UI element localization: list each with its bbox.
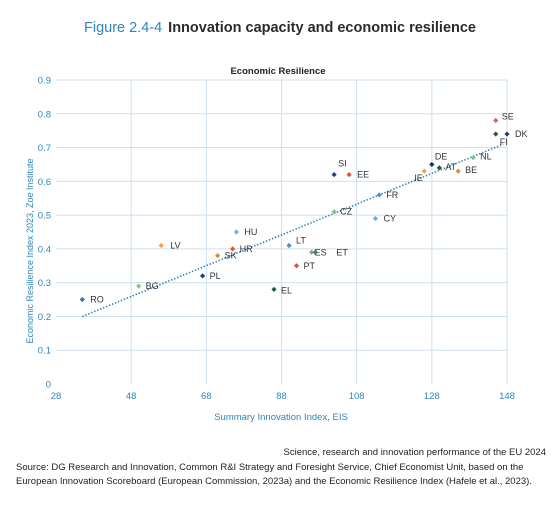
data-label-at: AT <box>445 162 456 172</box>
data-point-cy <box>372 215 379 222</box>
figure-number: Figure 2.4-4 <box>83 20 163 36</box>
data-label-pt: PT <box>304 261 316 271</box>
figure-title-text: Innovation capacity and economic resilie… <box>168 20 476 36</box>
x-tick-label: 108 <box>349 391 365 402</box>
data-label-hu: HU <box>244 227 257 237</box>
data-label-dk: DK <box>515 129 528 139</box>
trendline <box>82 143 504 318</box>
data-label-ro: RO <box>90 295 104 305</box>
y-tick-label: 0.9 <box>38 76 51 87</box>
y-axis-label: Economic Resilience Index 2023, Zoe Inst… <box>25 158 35 343</box>
data-label-hr: HR <box>240 244 253 254</box>
y-tick-label: 0.5 <box>38 211 51 222</box>
y-tick-label: 0.3 <box>38 278 51 289</box>
data-label-es: ES <box>315 247 327 257</box>
data-label-pl: PL <box>210 271 221 281</box>
figure-title: Figure 2.4-4 Innovation capacity and econ… <box>0 20 560 36</box>
data-point-hr <box>230 246 236 252</box>
data-label-el: EL <box>281 285 292 295</box>
data-label-sk: SK <box>225 251 237 261</box>
scatter-chart: Economic Resilience 00.10.20.30.40.50.60… <box>25 66 528 423</box>
chart-title: Economic Resilience <box>230 66 325 77</box>
data-point-bg <box>136 283 142 289</box>
data-label-fi: FI <box>500 137 508 147</box>
x-tick-label: 68 <box>201 391 212 402</box>
chart-grid <box>56 79 508 384</box>
data-point-et <box>312 249 318 255</box>
data-point-hu <box>233 229 239 235</box>
data-point-be <box>455 168 461 174</box>
data-point-ie <box>421 168 427 174</box>
data-label-ee: EE <box>357 170 369 180</box>
data-point-pt <box>293 263 300 269</box>
data-label-et: ET <box>336 247 348 257</box>
x-axis-label: Summary Innovation Index, EIS <box>214 412 348 423</box>
data-point-fr <box>376 192 382 198</box>
y-tick-label: 0.4 <box>38 244 51 255</box>
x-tick-label: 28 <box>51 391 62 402</box>
y-tick-label: 0 <box>46 380 51 391</box>
data-label-cy: CY <box>383 213 396 223</box>
data-label-ie: IE <box>414 173 423 183</box>
data-point-lv <box>158 242 164 249</box>
data-point-ro <box>79 296 85 303</box>
data-point-se <box>493 117 499 124</box>
data-point-cz <box>331 209 337 215</box>
data-label-cz: CZ <box>340 207 352 217</box>
x-tick-label: 128 <box>424 391 440 402</box>
data-point-at <box>436 165 442 171</box>
x-tick-label: 48 <box>126 391 137 402</box>
publication-line: Science, research and innovation perform… <box>283 447 546 458</box>
y-tick-label: 0.7 <box>38 143 51 154</box>
x-tick-label: 88 <box>276 391 287 402</box>
data-label-be: BE <box>465 165 477 175</box>
data-point-ee <box>346 171 352 178</box>
y-tick-label: 0.8 <box>38 109 51 120</box>
x-tick-label: 148 <box>499 391 515 402</box>
data-point-nl <box>470 155 476 161</box>
data-label-si: SI <box>338 159 347 169</box>
y-tick-label: 0.2 <box>38 312 51 323</box>
data-point-es <box>308 249 315 255</box>
y-tick-label: 0.1 <box>38 346 51 357</box>
data-label-lt: LT <box>296 236 306 246</box>
data-label-bg: BG <box>146 281 159 291</box>
data-label-se: SE <box>502 112 514 122</box>
data-label-nl: NL <box>480 152 492 162</box>
data-label-de: DE <box>435 151 448 161</box>
data-point-lt <box>286 242 292 249</box>
data-point-sk <box>215 253 221 259</box>
source-note: Source: DG Research and Innovation, Comm… <box>16 462 532 487</box>
data-point-fi <box>493 131 499 137</box>
data-point-pl <box>199 273 206 279</box>
data-point-de <box>429 161 435 168</box>
y-tick-label: 0.6 <box>38 177 51 188</box>
data-label-fr: FR <box>386 190 398 200</box>
axis-ticks: 0 0.1 0.2 0.3 0.4 0.5 0.6 0.7 0.8 0.9 28 48 68 88 108 1… <box>38 76 515 403</box>
data-point-dk <box>504 131 510 137</box>
data-point-si <box>331 171 337 178</box>
data-label-lv: LV <box>170 241 180 251</box>
data-point-el <box>271 286 277 293</box>
